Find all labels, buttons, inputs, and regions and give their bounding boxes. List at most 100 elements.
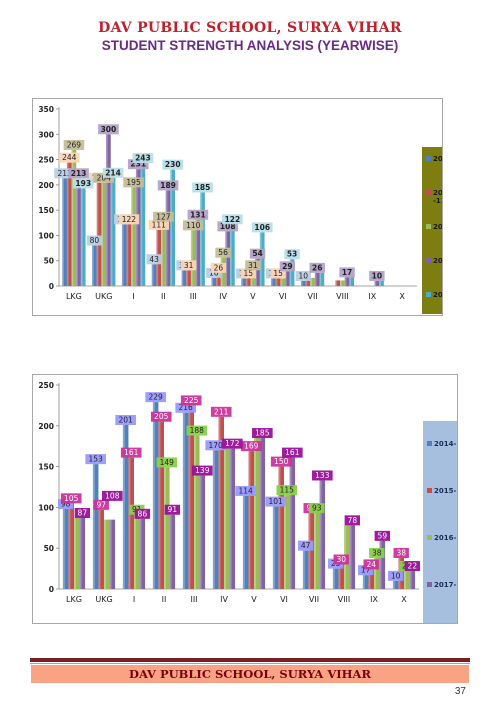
bar-shine <box>285 271 287 286</box>
data-label-bg <box>251 222 273 233</box>
bar-shine <box>169 514 172 589</box>
bar-group <box>229 448 236 589</box>
legend-label: 2017-18 <box>434 581 457 589</box>
data-label: 110 <box>186 221 201 230</box>
bar-group <box>409 571 416 589</box>
bar-group <box>74 518 80 589</box>
bar <box>74 518 80 589</box>
data-label-bg <box>215 247 231 258</box>
bar-shine <box>110 177 113 286</box>
bar <box>229 448 236 589</box>
bar-group <box>349 525 356 589</box>
data-label: 29 <box>282 262 292 271</box>
bar <box>216 272 221 286</box>
bar-shine <box>109 519 112 589</box>
data-label: 86 <box>138 509 148 518</box>
page-number: 37 <box>454 686 466 697</box>
data-label: 131 <box>190 210 206 219</box>
bar-group <box>305 277 311 286</box>
bar-shine <box>199 475 202 589</box>
data-label-bg <box>120 447 142 458</box>
bar-group <box>314 272 320 286</box>
bar-shine <box>212 450 215 589</box>
data-label-bg <box>86 235 103 246</box>
bar <box>194 435 200 589</box>
data-label-bg <box>180 260 197 271</box>
data-label-bg <box>284 249 300 260</box>
data-label-bg <box>74 508 91 519</box>
bar-shine <box>134 514 136 589</box>
data-label: 22 <box>408 562 418 571</box>
data-label: 243 <box>135 154 151 163</box>
bar-group <box>92 464 99 589</box>
bar-shine <box>245 278 248 286</box>
bar-shine <box>190 230 193 286</box>
data-label-bg <box>245 260 261 271</box>
data-label: 161 <box>124 448 139 457</box>
bar-group <box>170 169 176 286</box>
data-label: 43 <box>149 255 159 264</box>
x-tick-label: III <box>190 595 197 604</box>
data-label: 230 <box>165 160 181 169</box>
bar-shine <box>338 564 341 589</box>
data-label-bg <box>102 490 123 501</box>
chart-svg-2: 2014-15 2015-16 2016-17 2017-18 0 50 100 150 200… <box>38 381 457 623</box>
bar-shine <box>310 277 312 286</box>
bar-group <box>131 187 136 286</box>
legend-label: 2014-15 <box>434 440 457 448</box>
data-label: 229 <box>149 393 164 402</box>
bar-group <box>181 270 187 286</box>
bar <box>121 224 127 286</box>
bar-group <box>230 224 235 286</box>
data-label-bg <box>182 220 204 231</box>
x-tick-label: I <box>133 595 135 604</box>
bar-shine <box>224 448 226 589</box>
bar-group <box>310 277 315 286</box>
data-label: 24 <box>366 560 376 569</box>
bar-group <box>199 475 206 589</box>
bar <box>275 278 281 286</box>
bar <box>199 475 206 589</box>
data-label: 87 <box>78 509 88 518</box>
y-tick-label: 200 <box>38 181 54 190</box>
bar-group <box>242 495 249 589</box>
y-tick-label: 0 <box>49 585 54 594</box>
bar-shine <box>289 457 292 589</box>
bar-group <box>165 190 171 286</box>
data-label-bg <box>249 248 266 259</box>
bar-group <box>362 575 369 589</box>
data-label-bg <box>102 167 124 178</box>
data-label-bg <box>180 395 202 406</box>
bar-shine <box>319 480 322 589</box>
bar-shine <box>79 518 82 589</box>
bar-group <box>104 519 110 589</box>
bar <box>404 571 410 589</box>
bar <box>368 569 374 589</box>
data-label: 214 <box>105 168 121 177</box>
bar <box>242 495 249 589</box>
data-label: 16 <box>209 268 219 277</box>
bar-shine <box>349 277 352 286</box>
bar-shine <box>76 178 78 286</box>
bar-group <box>96 182 102 286</box>
bar-group <box>182 412 189 589</box>
legend-label: 2009-10 <box>433 155 442 163</box>
bar-shine <box>379 280 381 286</box>
data-label: 101 <box>269 497 284 506</box>
data-label: 114 <box>239 486 254 495</box>
data-label-bg <box>146 254 162 265</box>
data-label-bg <box>265 496 286 507</box>
bar-shine <box>92 245 94 286</box>
data-label-bg <box>240 268 256 279</box>
data-label: 211 <box>214 407 229 416</box>
bar <box>308 513 314 589</box>
data-label: 139 <box>195 466 210 475</box>
bar-shine <box>319 272 322 286</box>
data-label: 216 <box>179 403 194 412</box>
bar-shine <box>259 438 262 589</box>
bar-shine <box>181 270 184 286</box>
data-label-bg <box>156 457 178 468</box>
data-label: 185 <box>195 183 211 192</box>
bar-group <box>241 278 246 286</box>
bar-group <box>255 258 260 286</box>
